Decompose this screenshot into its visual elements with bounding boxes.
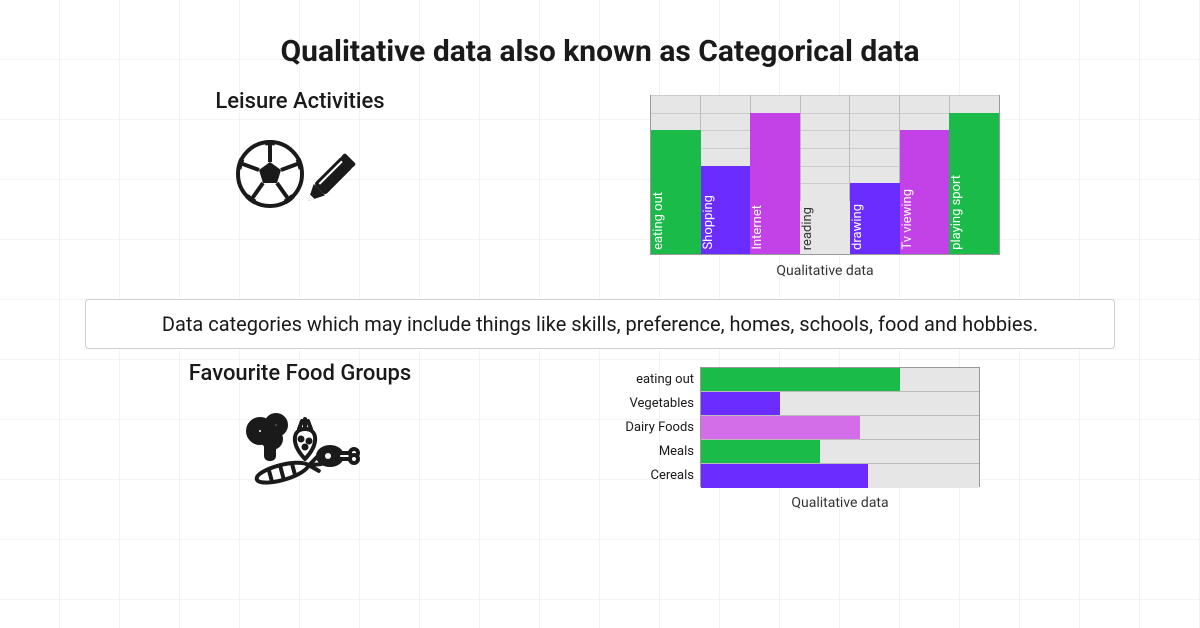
food-bar-row [701, 416, 979, 440]
leisure-heading: Leisure Activities [215, 89, 384, 114]
leisure-bar: eating out [651, 130, 701, 254]
leisure-bar: Internet [750, 113, 800, 254]
leisure-bar-label: Tv viewing [900, 189, 950, 250]
food-bar-label: Meals [659, 439, 694, 463]
leisure-bar: playing sport [949, 113, 999, 254]
food-bar-row [701, 440, 979, 464]
leisure-chart: eating outShoppingInternetreadingdrawing… [650, 95, 1000, 279]
description-box: Data categories which may include things… [85, 299, 1115, 349]
food-bar-label: eating out [636, 367, 694, 391]
food-section: Favourite Food Groups [0, 361, 1200, 511]
leisure-chart-caption: Qualitative data [650, 263, 1000, 279]
leisure-bar-label: drawing [850, 204, 900, 250]
leisure-bar-label: reading [800, 207, 850, 250]
food-heading: Favourite Food Groups [189, 361, 412, 386]
food-chart: eating outVegetablesDairy FoodsMealsCere… [600, 361, 980, 511]
food-bar [701, 440, 820, 463]
food-bar-label: Dairy Foods [625, 415, 694, 439]
leisure-bar-label: playing sport [949, 175, 999, 250]
food-bar-row [701, 368, 979, 392]
leisure-bar: reading [800, 201, 850, 254]
food-bar-label: Vegetables [630, 391, 694, 415]
food-bar [701, 392, 780, 415]
leisure-bar: Tv viewing [900, 130, 950, 254]
food-icon [230, 401, 370, 505]
leisure-section: Leisure Activities [0, 89, 1200, 279]
food-bar [701, 416, 860, 439]
food-chart-caption: Qualitative data [700, 495, 980, 511]
leisure-bar-label: Shopping [701, 195, 751, 250]
food-bar [701, 464, 868, 488]
food-bar-row [701, 392, 979, 416]
food-bar-label: Cereals [651, 463, 694, 487]
leisure-bar-label: eating out [651, 192, 701, 250]
leisure-bar: drawing [850, 183, 900, 254]
leisure-icon [230, 129, 370, 233]
food-bar-row [701, 464, 979, 488]
leisure-bar: Shopping [701, 166, 751, 254]
food-bar [701, 368, 900, 391]
page-title: Qualitative data also known as Categoric… [0, 0, 1200, 69]
leisure-bar-label: Internet [750, 205, 800, 250]
